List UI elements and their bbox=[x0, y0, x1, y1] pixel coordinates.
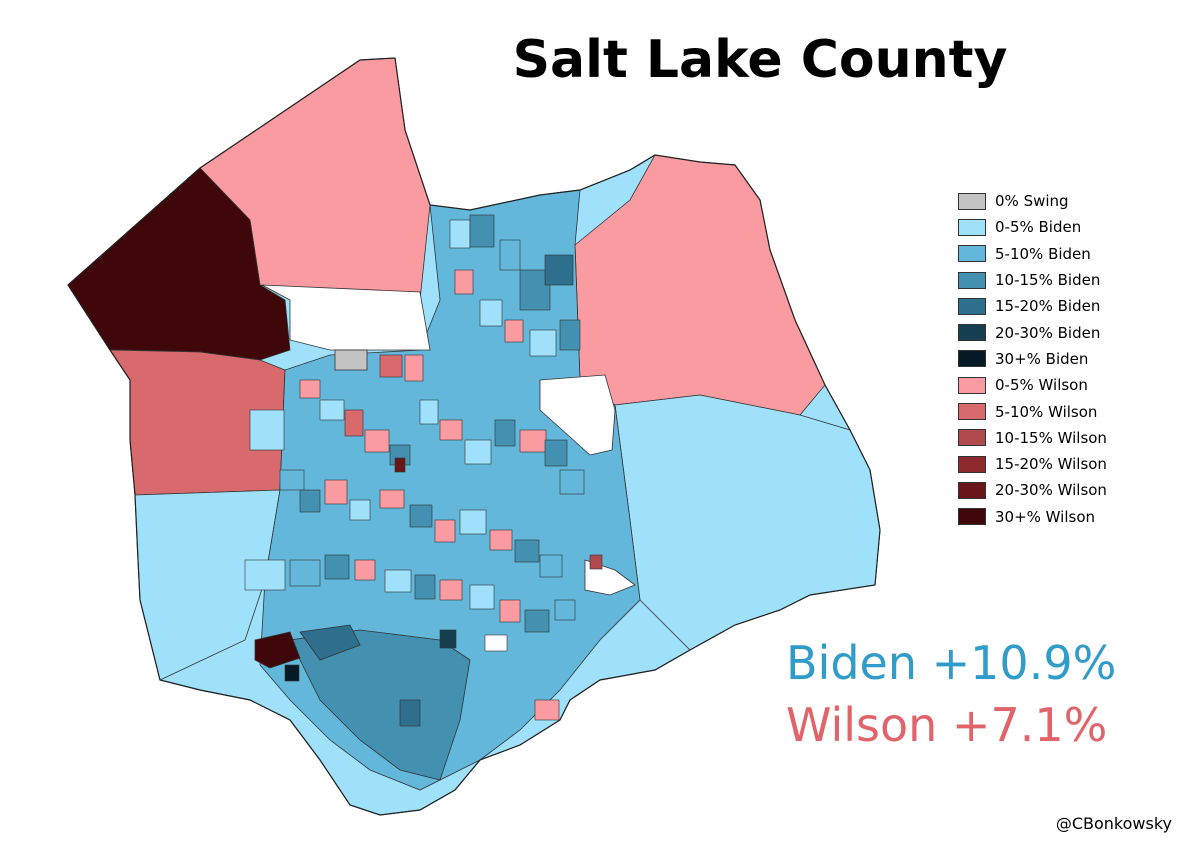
county-outline bbox=[67, 57, 881, 816]
legend-item: 10-15% Biden bbox=[958, 267, 1107, 293]
legend-swatch bbox=[958, 376, 986, 394]
legend-item: 0-5% Biden bbox=[958, 214, 1107, 240]
legend-item: 0% Swing bbox=[958, 188, 1107, 214]
region-east bbox=[614, 394, 880, 651]
region-south-navy bbox=[299, 624, 361, 661]
precinct-patches bbox=[244, 214, 603, 727]
legend-label: 20-30% Biden bbox=[995, 323, 1101, 342]
legend-item: 10-15% Wilson bbox=[958, 425, 1107, 451]
legend-item: 30+% Wilson bbox=[958, 504, 1107, 530]
legend-swatch bbox=[958, 271, 986, 289]
region-southwest-dark bbox=[254, 631, 301, 669]
legend-label: 0% Swing bbox=[995, 192, 1069, 211]
gap-east bbox=[539, 374, 616, 456]
swing-tract bbox=[334, 349, 368, 371]
legend-swatch bbox=[958, 350, 986, 368]
legend-label: 20-30% Wilson bbox=[995, 481, 1107, 500]
legend-label: 0-5% Biden bbox=[995, 218, 1082, 237]
author-credit: @CBonkowsky bbox=[1055, 814, 1172, 833]
legend-label: 30+% Wilson bbox=[995, 507, 1096, 526]
legend-swatch bbox=[958, 481, 986, 499]
map-legend: 0% Swing 0-5% Biden 5-10% Biden 10-15% Bide… bbox=[958, 188, 1107, 530]
legend-item: 5-10% Wilson bbox=[958, 398, 1107, 424]
legend-item: 15-20% Biden bbox=[958, 293, 1107, 319]
legend-label: 0-5% Wilson bbox=[995, 376, 1088, 395]
legend-label: 10-15% Wilson bbox=[995, 428, 1107, 447]
legend-item: 0-5% Wilson bbox=[958, 372, 1107, 398]
legend-label: 5-10% Wilson bbox=[995, 402, 1098, 421]
legend-swatch bbox=[958, 192, 986, 210]
legend-label: 30+% Biden bbox=[995, 349, 1089, 368]
legend-swatch bbox=[958, 324, 986, 342]
legend-item: 20-30% Biden bbox=[958, 319, 1107, 345]
legend-label: 15-20% Wilson bbox=[995, 455, 1107, 474]
legend-swatch bbox=[958, 218, 986, 236]
gap-north bbox=[261, 284, 431, 351]
legend-label: 5-10% Biden bbox=[995, 244, 1091, 263]
wilson-result: Wilson +7.1% bbox=[786, 698, 1108, 752]
legend-item: 15-20% Wilson bbox=[958, 451, 1107, 477]
legend-swatch bbox=[958, 455, 986, 473]
legend-swatch bbox=[958, 245, 986, 263]
map-title: Salt Lake County bbox=[512, 30, 1008, 90]
legend-swatch bbox=[958, 403, 986, 421]
legend-item: 20-30% Wilson bbox=[958, 477, 1107, 503]
legend-label: 10-15% Biden bbox=[995, 271, 1101, 290]
legend-swatch bbox=[958, 429, 986, 447]
legend-label: 15-20% Biden bbox=[995, 297, 1101, 316]
region-south-band bbox=[289, 629, 471, 781]
biden-result: Biden +10.9% bbox=[786, 636, 1117, 690]
legend-swatch bbox=[958, 508, 986, 526]
legend-swatch bbox=[958, 297, 986, 315]
legend-item: 30+% Biden bbox=[958, 346, 1107, 372]
legend-item: 5-10% Biden bbox=[958, 241, 1107, 267]
